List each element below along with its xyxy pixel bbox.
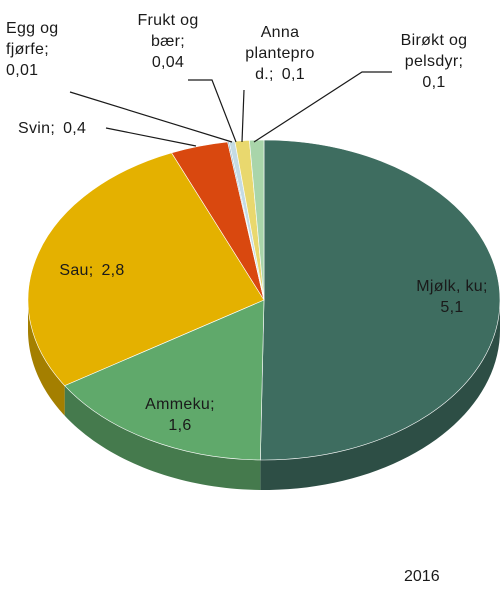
pie-slice [27,152,265,387]
category-label: Ammeku; [145,396,215,413]
leader-line [241,89,245,143]
value-label: 0,1 [422,74,446,91]
slice-label: Egg og fjørfe; 0,01 [6,18,59,81]
category-label: Svin; [18,120,56,137]
pie-slice [64,299,265,461]
category-label: Mjølk, ku; [416,278,488,295]
category-label: Egg og fjørfe; [6,20,59,58]
slice-side [260,300,500,490]
value-label: 0,4 [63,120,87,137]
slice-side [28,300,65,416]
slice-side [64,385,261,490]
value-label: 1,6 [168,417,192,434]
year-note: 2016 [404,568,440,585]
slice-label: Ammeku; 1,6 [145,394,215,436]
leader-line [105,127,197,147]
leader-line [253,71,392,143]
value-label: 5,1 [440,299,464,316]
category-label: Frukt og bær; [137,12,199,50]
value-label: 0,01 [6,62,39,79]
value-label: 0,04 [151,54,185,71]
slice-label: Mjølk, ku; 5,1 [416,276,487,318]
value-label: 2,8 [101,262,125,279]
slice-label: Frukt og bær; 0,04 [137,10,198,73]
slice-label: Anna plantepro d.; 0,1 [245,22,314,85]
category-label: Anna plantepro d.; [245,24,315,83]
value-label: 0,1 [281,66,305,83]
slice-label: Birøkt og pelsdyr; 0,1 [401,30,468,93]
category-label: Birøkt og pelsdyr; [400,32,468,70]
leader-line [188,79,237,143]
slice-label: Sau; 2,8 [59,260,124,281]
slice-label: Svin; 0,4 [18,118,86,139]
category-label: Sau; [59,262,94,279]
leader-line [69,91,233,143]
